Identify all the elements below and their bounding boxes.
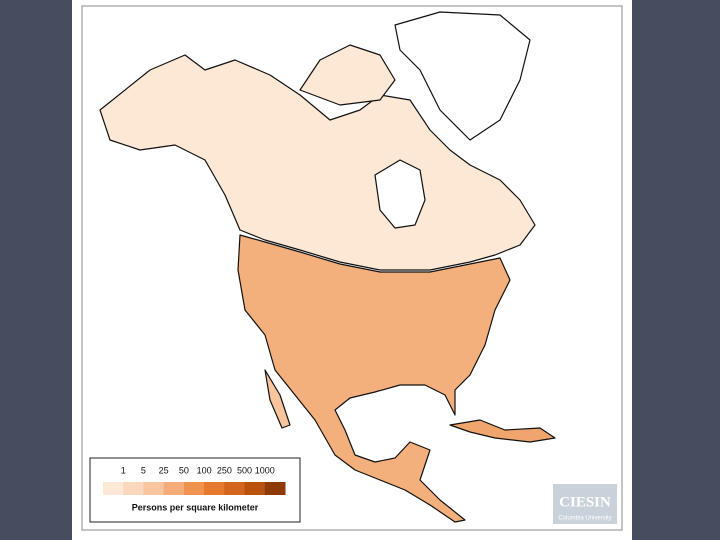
legend-tick-label: 1 bbox=[121, 465, 126, 475]
legend-swatch bbox=[224, 482, 246, 495]
logo-name: CIESIN bbox=[559, 494, 611, 510]
caribbean bbox=[449, 419, 556, 443]
legend-swatch bbox=[163, 482, 185, 495]
greenland bbox=[394, 11, 531, 141]
map bbox=[99, 11, 556, 523]
logo-subtitle: Columbia University bbox=[558, 516, 611, 522]
legend-tick-label: 5 bbox=[141, 465, 146, 475]
legend-tick-label: 100 bbox=[197, 465, 212, 475]
logo-box bbox=[553, 484, 617, 524]
legend-swatch bbox=[264, 482, 286, 495]
arctic-islands bbox=[299, 44, 396, 106]
north-region bbox=[99, 54, 536, 271]
hudson-bay bbox=[374, 159, 426, 229]
legend-tick-label: 250 bbox=[217, 465, 232, 475]
legend-tick-label: 1000 bbox=[255, 465, 275, 475]
populated-region bbox=[237, 234, 511, 523]
legend-swatch bbox=[183, 482, 205, 495]
legend-swatch bbox=[244, 482, 266, 495]
legend-tick-label: 500 bbox=[237, 465, 252, 475]
map-frame bbox=[81, 5, 623, 531]
legend-title: Persons per square kilometer bbox=[132, 502, 259, 512]
legend-swatch bbox=[123, 482, 144, 495]
legend-tick-label: 25 bbox=[159, 465, 169, 475]
legend-tick-label: 50 bbox=[179, 465, 189, 475]
baja bbox=[264, 369, 291, 429]
legend-swatch bbox=[204, 482, 225, 495]
legend-swatch bbox=[143, 482, 165, 495]
legend-swatch bbox=[103, 482, 124, 495]
